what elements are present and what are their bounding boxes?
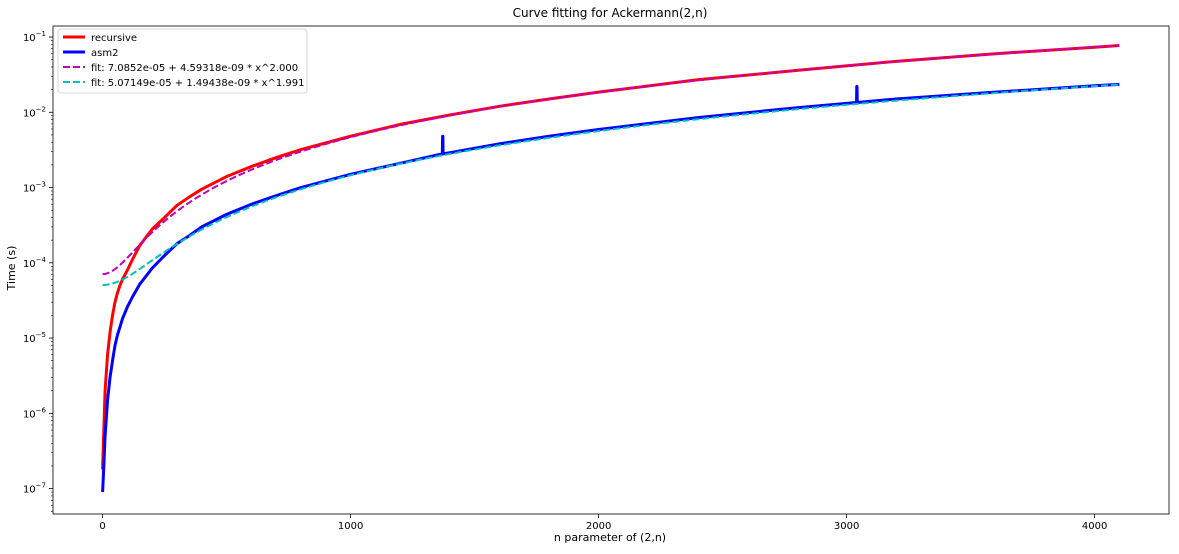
legend-box <box>57 28 308 94</box>
y-tick-label: 10−3 <box>23 181 46 195</box>
series-line-3 <box>102 44 1120 276</box>
x-axis: 0 1000 2000 3000 4000 <box>99 514 1107 532</box>
series-line-1 <box>101 44 1120 470</box>
chart-title: Curve fitting for Ackermann(2,n) <box>513 6 708 20</box>
x-axis-label: n parameter of (2,n) <box>554 531 666 544</box>
y-tick-label: 10−2 <box>23 105 46 119</box>
series-layer <box>101 44 1120 493</box>
legend-label: recursive <box>91 33 137 44</box>
x-tick-label: 3000 <box>834 521 859 532</box>
plot-area <box>52 25 1170 515</box>
legend-label: asm2 <box>91 48 118 59</box>
y-tick-label: 10−4 <box>23 256 47 270</box>
y-axis: 10−7 10−6 10−5 10−4 10−3 10−2 10−1 <box>23 30 53 512</box>
legend: recursive asm2 fit: 7.0852e-05 + 4.59318e-… <box>57 28 308 94</box>
x-tick-label: 2000 <box>586 521 611 532</box>
x-tick-label: 1000 <box>338 521 363 532</box>
legend-label: fit: 5.07149e-05 + 1.49438e-09 * x^1.991 <box>91 78 304 89</box>
y-axis-label: Time (s) <box>5 246 18 292</box>
y-tick-label: 10−7 <box>23 482 46 496</box>
y-tick-label: 10−1 <box>23 30 46 44</box>
series-line-2 <box>101 82 1120 493</box>
y-tick-label: 10−5 <box>23 331 46 345</box>
series-line-4 <box>102 83 1120 286</box>
x-tick-label: 0 <box>99 521 105 532</box>
legend-label: fit: 7.0852e-05 + 4.59318e-09 * x^2.000 <box>91 63 298 74</box>
x-tick-label: 4000 <box>1082 521 1107 532</box>
y-tick-label: 10−6 <box>23 406 47 420</box>
legend-entries: recursive asm2 fit: 7.0852e-05 + 4.59318e-… <box>63 33 304 89</box>
